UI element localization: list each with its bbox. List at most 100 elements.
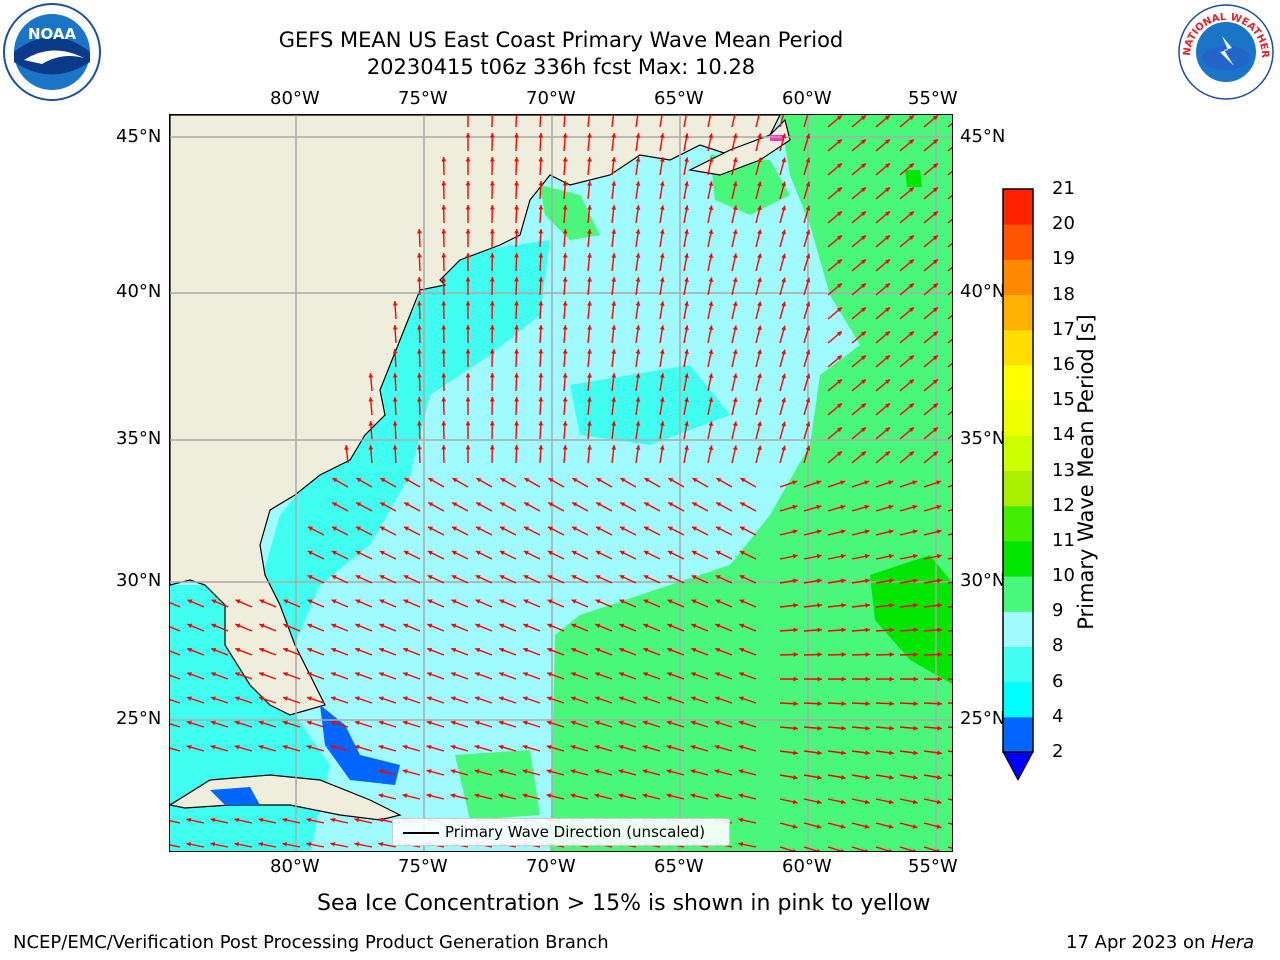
wave-arrow-head [738, 793, 744, 799]
wave-arrow-head [514, 205, 519, 210]
wave-arrow-head [259, 599, 265, 604]
wave-arrow-head [860, 187, 866, 193]
wave-arrow [827, 846, 844, 851]
wave-arrow-head [475, 672, 481, 677]
wave-arrow-head [355, 550, 361, 556]
colorbar-segment [1003, 329, 1033, 366]
wave-arrow-head [635, 133, 641, 138]
wave-arrow-head [514, 157, 519, 162]
wave-arrow-head [860, 427, 866, 433]
wave-arrow-head [644, 502, 650, 507]
wave-arrow-head [392, 397, 398, 402]
wave-arrow-head [936, 480, 942, 485]
wave-arrow-head [860, 235, 866, 241]
wave-arrow-head [392, 373, 398, 378]
wave-arrow-head [908, 427, 914, 433]
wave-arrow-head [234, 720, 240, 726]
wave-arrow-head [417, 229, 422, 234]
wave-arrow-head [514, 301, 519, 306]
wave-arrow-head [450, 720, 456, 726]
wave-arrow-head [732, 445, 738, 451]
wave-arrow-head [562, 157, 568, 162]
wave-arrow-head [884, 211, 890, 217]
wave-arrow-head [635, 349, 641, 354]
wave-arrow-head [888, 553, 894, 559]
wave-arrow [947, 122, 952, 128]
lat-left-35n: 35°N [116, 428, 162, 449]
wave-arrow-head [611, 349, 617, 354]
wave-arrow-head [307, 550, 313, 556]
wave-arrow-head [817, 750, 822, 756]
wave-arrow-head [635, 301, 641, 306]
wave-arrow-head [571, 599, 577, 604]
wave-arrow-head [427, 599, 433, 604]
wave-arrow [563, 115, 566, 128]
wave-arrow-head [888, 775, 894, 780]
colorbar-tick-label: 17 [1052, 318, 1075, 340]
wave-arrow-head [668, 478, 674, 483]
wave-arrow-head [562, 277, 568, 282]
wave-arrow-head [659, 229, 665, 234]
wave-arrow-head [427, 623, 433, 629]
wave-arrow-head [474, 769, 480, 774]
wave-arrow-head [380, 478, 386, 483]
wave-arrow-head [330, 696, 336, 701]
wave-arrow-head [836, 427, 842, 433]
wave-arrow-head [570, 769, 576, 774]
wave-arrow-head [865, 652, 870, 657]
wave-arrow-head [936, 775, 942, 780]
wave-arrow-head [908, 307, 914, 313]
wave-arrow-head [840, 480, 846, 485]
wave-arrow-head [884, 139, 890, 145]
wave-arrow [947, 434, 952, 440]
wave-arrow-head [932, 115, 938, 121]
wave-arrow-head [715, 599, 721, 604]
wave-arrow-head [708, 253, 714, 259]
wave-arrow-head [562, 373, 568, 378]
wave-arrow-head [611, 373, 617, 378]
wave-arrow-head [908, 115, 914, 121]
wave-arrow-head [912, 504, 918, 510]
wave-arrow-head [538, 133, 544, 138]
wave-arrow-head [211, 599, 217, 604]
wave-arrow-head [708, 229, 714, 235]
wave-arrow-head [427, 672, 433, 677]
wave-arrow-head [489, 229, 495, 234]
wave-arrow-head [403, 526, 409, 531]
wave-arrow [947, 338, 952, 344]
wave-arrow-head [210, 720, 216, 726]
wave-arrow-head [450, 793, 456, 799]
wave-arrow-head [667, 526, 673, 531]
wave-arrow-head [817, 701, 822, 707]
wave-arrow-head [378, 696, 384, 701]
wave-arrow-head [635, 181, 641, 186]
wave-arrow-head [792, 553, 798, 559]
footer-left: NCEP/EMC/Verification Post Processing Pr… [13, 932, 609, 953]
wave-arrow-head [740, 478, 746, 483]
wave-arrow-head [793, 848, 796, 851]
wave-arrow-head [666, 793, 672, 799]
wave-arrow-head [259, 647, 265, 653]
wave-arrow-head [738, 841, 744, 847]
wave-arrow-head [427, 550, 433, 556]
footer-machine: Hera [1211, 932, 1255, 953]
wave-arrow-head [465, 301, 471, 306]
wave-arrow-head [596, 502, 602, 507]
wave-arrow-head [451, 672, 457, 677]
lon-top-65w: 65°W [654, 88, 704, 109]
lon-top-75w: 75°W [398, 88, 448, 109]
wave-arrow-head [864, 480, 870, 485]
wave-arrow-head [908, 283, 914, 289]
footer-date: 17 Apr 2023 on [1066, 932, 1212, 953]
wave-arrow-head [635, 421, 641, 426]
wave-arrow-head [547, 526, 553, 531]
wave-arrow-head [708, 445, 714, 451]
wave-arrow-head [792, 529, 798, 535]
wave-arrow-head [865, 750, 870, 756]
wave-arrow-head [715, 550, 721, 556]
wave-arrow-head [562, 301, 568, 306]
wave-direction-arrows [170, 115, 952, 851]
wave-arrow-head [562, 229, 568, 234]
chart-title: GEFS MEAN US East Coast Primary Wave Mea… [278, 28, 844, 52]
wave-arrow-head [538, 445, 544, 450]
